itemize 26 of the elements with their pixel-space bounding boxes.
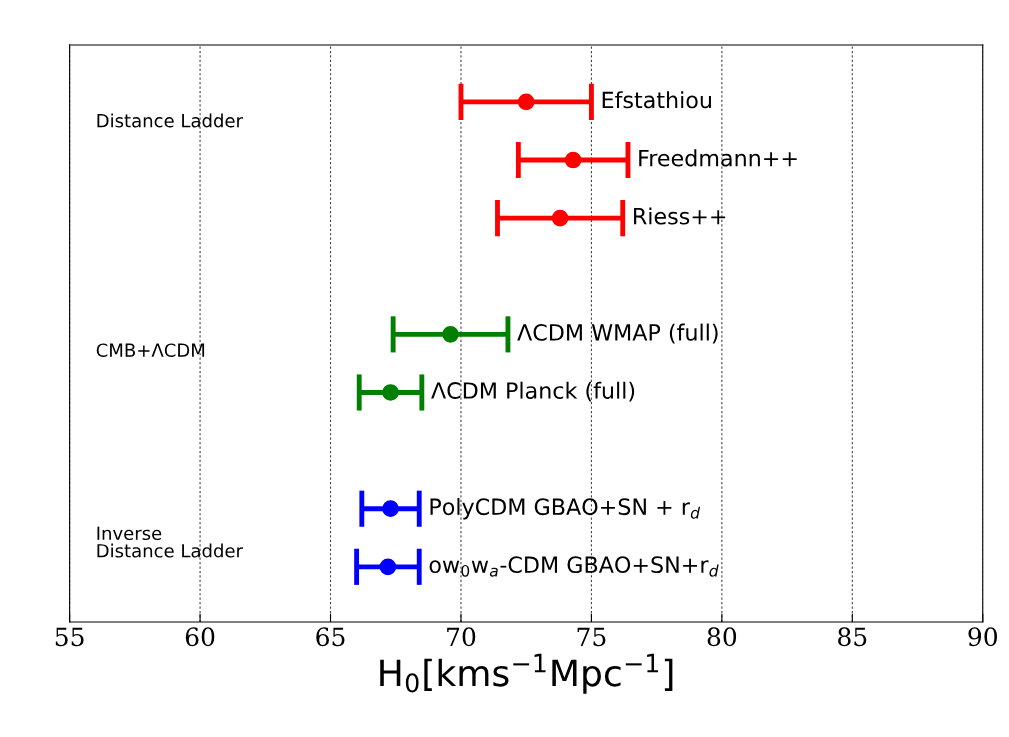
x-tick-label: 70 [447,627,476,647]
y-tick-label: ow$_{0}$w$_{a}$-CDM GBAO+SN+r$_{d}$ [429,556,719,577]
y-tick-label: ΛCDM WMAP (full) [517,323,718,344]
x-tick-label: 80 [707,627,737,647]
y-tick-label: Efstathiou [602,91,711,109]
y-tick-label: Riess++ [634,207,726,225]
point [551,209,569,227]
point [442,326,459,343]
x-tick-label: 65 [316,627,345,647]
x-axis-title: H$_{0}$[kms$^{−1}$Mpc$^{−1}$] [380,653,673,694]
point [517,93,535,111]
x-tick-label: 55 [55,627,84,647]
annotation: Inverse Distance Ladder [97,526,243,558]
point [382,500,399,518]
x-tick-label: 75 [577,627,606,647]
point [382,384,399,401]
x-tick-label: 85 [838,627,867,647]
annotation: Distance Ladder [97,113,243,128]
annotation: CMB+ΛCDM [96,343,205,358]
y-tick-label: ΛCDM Planck (full) [431,381,635,402]
point [564,151,582,169]
y-tick-label: PolyCDM GBAO+SN + r$_{d}$ [430,497,701,520]
x-tick-label: 90 [968,627,998,647]
point [379,558,397,576]
y-tick-label: Freedmann++ [639,149,797,167]
x-tick-label: 60 [185,627,215,647]
